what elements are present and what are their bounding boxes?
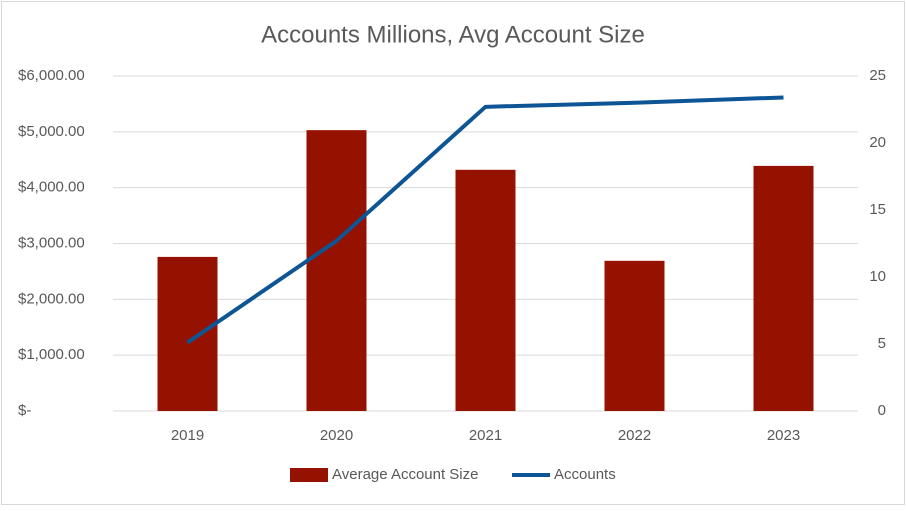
- y-tick-label: $5,000.00: [18, 123, 85, 140]
- y2-tick-label: 10: [869, 268, 886, 285]
- bar: [157, 256, 218, 411]
- x-tick-label: 2020: [320, 427, 353, 444]
- y2-tick-label: 0: [878, 402, 886, 419]
- bar: [604, 260, 665, 411]
- x-tick-label: 2019: [171, 427, 204, 444]
- y-tick-label: $6,000.00: [18, 67, 85, 84]
- y-tick-label: $2,000.00: [18, 290, 85, 307]
- x-tick-label: 2021: [469, 427, 502, 444]
- legend-label: Average Account Size: [332, 466, 478, 483]
- x-tick-label: 2022: [618, 427, 651, 444]
- line: [186, 95, 784, 345]
- x-tick-label: 2023: [767, 427, 800, 444]
- bar: [455, 169, 516, 411]
- legend-label: Accounts: [554, 466, 616, 483]
- y-tick-label: $1,000.00: [18, 346, 85, 363]
- y2-tick-label: 15: [869, 201, 886, 218]
- legend-swatch: [290, 468, 328, 482]
- bar: [306, 130, 367, 412]
- chart-title: Accounts Millions, Avg Account Size: [261, 21, 645, 48]
- y2-tick-label: 25: [869, 67, 886, 84]
- y2-tick-label: 20: [869, 134, 886, 151]
- y-tick-label: $3,000.00: [18, 234, 85, 251]
- bar: [753, 165, 814, 411]
- y-tick-label: $-: [18, 402, 31, 419]
- y2-tick-label: 5: [878, 335, 886, 352]
- y-tick-label: $4,000.00: [18, 179, 85, 196]
